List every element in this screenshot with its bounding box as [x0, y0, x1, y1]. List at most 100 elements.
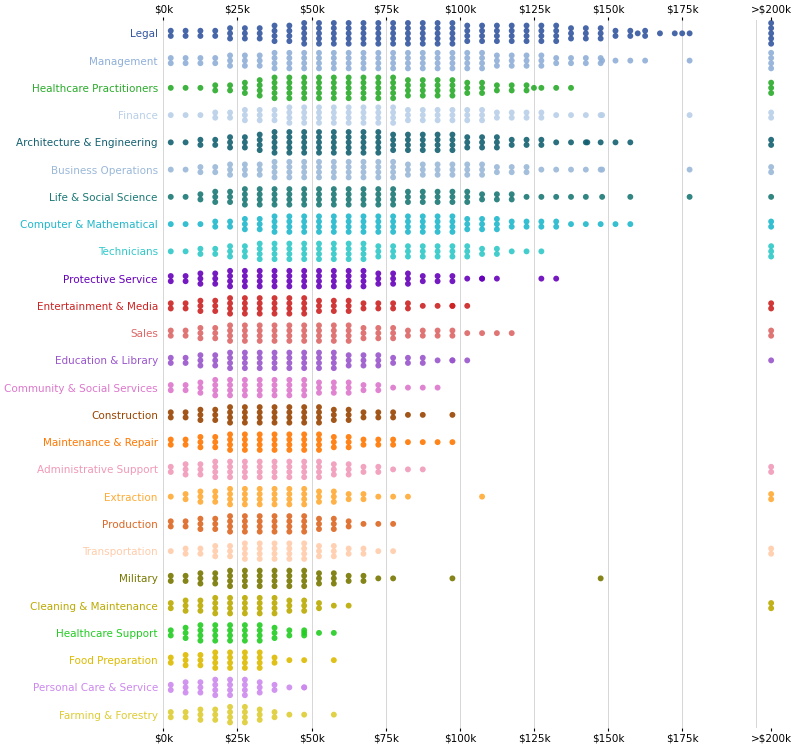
Point — [313, 72, 326, 84]
Point — [224, 711, 236, 723]
Point — [564, 22, 577, 34]
Point — [372, 147, 384, 159]
Point — [268, 161, 281, 173]
Point — [401, 109, 414, 121]
Point — [327, 117, 340, 129]
Point — [357, 106, 370, 118]
Point — [268, 684, 281, 696]
Point — [550, 25, 563, 37]
Point — [372, 226, 384, 238]
Point — [298, 456, 310, 468]
Point — [179, 57, 192, 69]
Point — [224, 565, 236, 577]
Point — [194, 676, 207, 688]
Point — [209, 708, 221, 720]
Point — [765, 134, 778, 146]
Point — [387, 37, 400, 49]
Point — [165, 657, 178, 669]
Point — [520, 139, 533, 151]
Point — [416, 186, 429, 197]
Point — [268, 379, 281, 391]
Point — [357, 384, 370, 396]
Point — [298, 297, 310, 309]
Point — [342, 409, 355, 421]
Point — [765, 62, 778, 74]
Point — [239, 411, 252, 423]
Point — [283, 471, 296, 483]
Point — [268, 483, 281, 495]
Point — [372, 384, 384, 396]
Point — [268, 248, 281, 260]
Point — [461, 77, 474, 89]
Point — [165, 439, 178, 451]
Point — [357, 226, 370, 238]
Point — [313, 540, 326, 552]
Point — [357, 221, 370, 233]
Point — [357, 411, 370, 423]
Point — [194, 322, 207, 334]
Point — [765, 548, 778, 560]
Point — [194, 635, 207, 647]
Point — [209, 268, 221, 280]
Point — [239, 33, 252, 45]
Point — [253, 199, 266, 211]
Point — [372, 156, 384, 168]
Point — [327, 156, 340, 168]
Point — [165, 191, 178, 203]
Point — [490, 243, 503, 255]
Point — [357, 111, 370, 123]
Point — [298, 265, 310, 277]
Point — [283, 565, 296, 577]
Point — [327, 496, 340, 508]
Point — [298, 292, 310, 304]
Point — [401, 90, 414, 102]
Point — [239, 625, 252, 637]
Point — [253, 537, 266, 549]
Point — [342, 161, 355, 173]
Point — [253, 652, 266, 663]
Point — [268, 19, 281, 31]
Point — [268, 141, 281, 153]
Point — [239, 630, 252, 642]
Point — [505, 55, 518, 67]
Point — [387, 545, 400, 557]
Point — [313, 238, 326, 250]
Point — [416, 62, 429, 74]
Point — [357, 518, 370, 530]
Point — [357, 297, 370, 309]
Point — [401, 79, 414, 91]
Point — [283, 117, 296, 129]
Point — [253, 471, 266, 483]
Point — [224, 106, 236, 118]
Point — [357, 327, 370, 339]
Point — [224, 390, 236, 402]
Point — [446, 300, 458, 312]
Point — [342, 131, 355, 143]
Point — [165, 52, 178, 64]
Point — [253, 60, 266, 72]
Point — [490, 106, 503, 118]
Point — [239, 109, 252, 121]
Point — [268, 706, 281, 718]
Point — [239, 498, 252, 510]
Point — [490, 111, 503, 123]
Point — [313, 270, 326, 282]
Point — [313, 512, 326, 524]
Point — [505, 245, 518, 257]
Point — [327, 166, 340, 178]
Point — [298, 307, 310, 319]
Point — [239, 706, 252, 718]
Point — [283, 226, 296, 238]
Point — [224, 602, 236, 614]
Point — [253, 510, 266, 522]
Point — [165, 521, 178, 533]
Point — [194, 381, 207, 393]
Point — [387, 134, 400, 146]
Point — [431, 215, 444, 227]
Point — [313, 52, 326, 64]
Point — [313, 523, 326, 535]
Point — [476, 224, 489, 236]
Point — [239, 55, 252, 67]
Point — [520, 79, 533, 91]
Point — [327, 352, 340, 364]
